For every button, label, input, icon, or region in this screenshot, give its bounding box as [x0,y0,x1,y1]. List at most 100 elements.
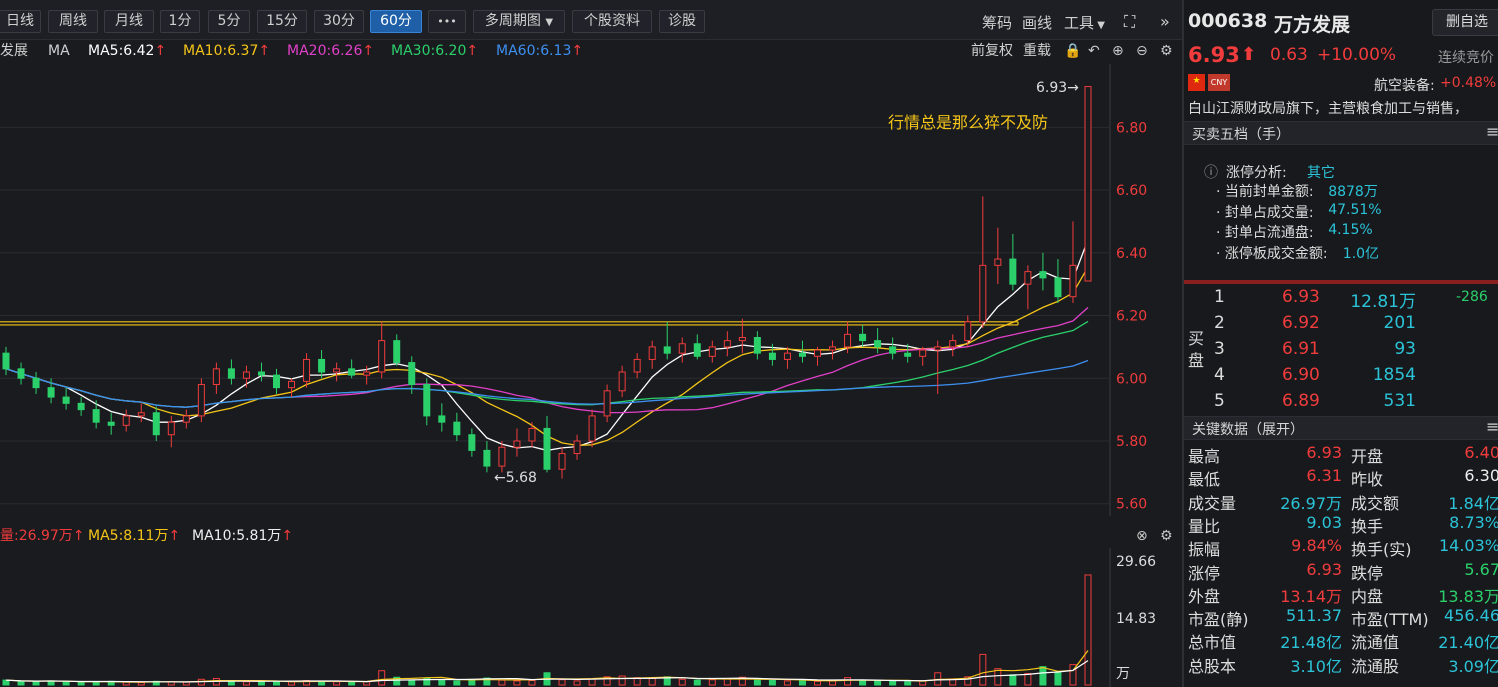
key-data-header[interactable]: 关键数据（展开） ≡ [1184,416,1498,440]
candle[interactable] [483,440,491,473]
volume-bar[interactable] [378,670,386,686]
candle[interactable] [558,447,566,479]
candle[interactable] [167,415,175,448]
candle[interactable] [32,371,40,394]
candle[interactable] [573,434,581,460]
menu-icon[interactable]: ≡ [1486,122,1498,141]
volume-bar[interactable] [814,680,821,686]
volume-bar[interactable] [708,679,716,686]
candle[interactable] [889,337,897,360]
volume-bar[interactable] [753,679,761,686]
period-60min-button[interactable]: 60分 [370,10,422,33]
volume-bar[interactable] [363,681,371,686]
bid-row[interactable]: 1 6.93 12.81万 -286 [1184,287,1498,312]
volume-bar[interactable] [513,680,521,686]
candle[interactable] [408,356,416,394]
candle[interactable] [648,340,656,369]
volume-bar[interactable] [889,680,897,686]
candle[interactable] [1039,252,1047,291]
volume-bar[interactable] [273,680,280,686]
volume-chart[interactable]: 29.66 14.83 万 [0,548,1182,687]
volume-bar[interactable] [603,676,611,686]
volume-bar[interactable] [844,677,852,686]
candle[interactable] [182,409,190,429]
candle[interactable] [904,343,912,363]
period-weekly-button[interactable]: 周线 [48,10,98,33]
volume-bar[interactable] [558,679,566,686]
volume-bar[interactable] [498,679,506,686]
candle[interactable] [633,353,641,379]
zoom-in-icon[interactable]: ⊕ [1112,43,1124,59]
candle[interactable] [1009,233,1017,291]
volume-bar[interactable] [137,682,145,686]
volume-bar[interactable] [678,678,686,686]
remove-watchlist-button[interactable]: 删自选 [1432,9,1498,36]
candle[interactable] [1084,86,1092,282]
order-book-header[interactable]: 买卖五档（手） ≡ [1184,121,1498,145]
volume-bar[interactable] [438,680,446,686]
volume-bar[interactable] [1069,664,1077,686]
bid-row[interactable]: 5 6.89 531 [1184,391,1498,415]
candle[interactable] [618,365,626,398]
period-1min-button[interactable]: 1分 [160,10,200,33]
candle[interactable] [288,378,296,398]
bid-row[interactable]: 4 6.90 1854 [1184,365,1498,389]
volume-bar[interactable] [1009,674,1017,686]
volume-bar[interactable] [1024,673,1032,686]
volume-bar[interactable] [783,680,791,686]
volume-bar[interactable] [618,675,626,686]
panel-divider[interactable] [1182,0,1184,687]
volume-bar[interactable] [994,668,1002,686]
candle[interactable] [498,440,506,473]
candle[interactable] [844,321,852,354]
reload-button[interactable]: 重载 [1023,43,1051,59]
candle[interactable] [708,340,716,363]
candle[interactable] [994,227,1002,285]
candle[interactable] [663,321,671,360]
volume-bar[interactable] [798,680,806,686]
volume-bar[interactable] [979,653,987,686]
candle[interactable] [62,387,70,410]
adjust-mode-button[interactable]: 前复权 [971,43,1013,59]
candle[interactable] [528,422,536,448]
volume-bar[interactable] [693,679,701,686]
candle[interactable] [814,346,821,366]
tools-dropdown[interactable]: 工具 ▼ [1064,12,1105,33]
volume-bar[interactable] [2,679,10,686]
volume-bar[interactable] [62,681,70,686]
undo-icon[interactable]: ↶ [1088,43,1100,59]
candle[interactable] [678,337,686,363]
zoom-out-icon[interactable]: ⊖ [1136,43,1148,59]
period-monthly-button[interactable]: 月线 [104,10,154,33]
volume-bar[interactable] [242,681,250,686]
candle[interactable] [438,403,446,432]
volume-bar[interactable] [964,676,972,686]
volume-bar[interactable] [17,681,25,686]
candle[interactable] [227,359,235,385]
candle[interactable] [979,196,987,329]
volume-bar[interactable] [333,681,341,686]
volume-bar[interactable] [648,677,656,686]
candle[interactable] [77,397,85,416]
candle[interactable] [197,378,205,423]
candle[interactable] [964,315,972,347]
volume-bar[interactable] [768,680,776,686]
period-5min-button[interactable]: 5分 [208,10,250,33]
volume-bar[interactable] [1084,574,1092,686]
volume-bar[interactable] [874,680,882,686]
bid-row[interactable]: 2 6.92 201 [1184,313,1498,337]
candle[interactable] [738,318,746,354]
candle[interactable] [423,378,431,426]
volume-bar[interactable] [257,681,265,686]
stock-profile-button[interactable]: 个股资料 [572,10,652,33]
candle[interactable] [17,362,25,385]
candle[interactable] [333,362,341,382]
candle[interactable] [242,365,250,388]
candle[interactable] [513,428,521,457]
volume-bar[interactable] [32,680,40,686]
candle[interactable] [723,331,731,357]
candle[interactable] [47,378,55,404]
candle[interactable] [212,362,220,394]
period-15min-button[interactable]: 15分 [257,10,307,33]
candle[interactable] [107,412,115,435]
